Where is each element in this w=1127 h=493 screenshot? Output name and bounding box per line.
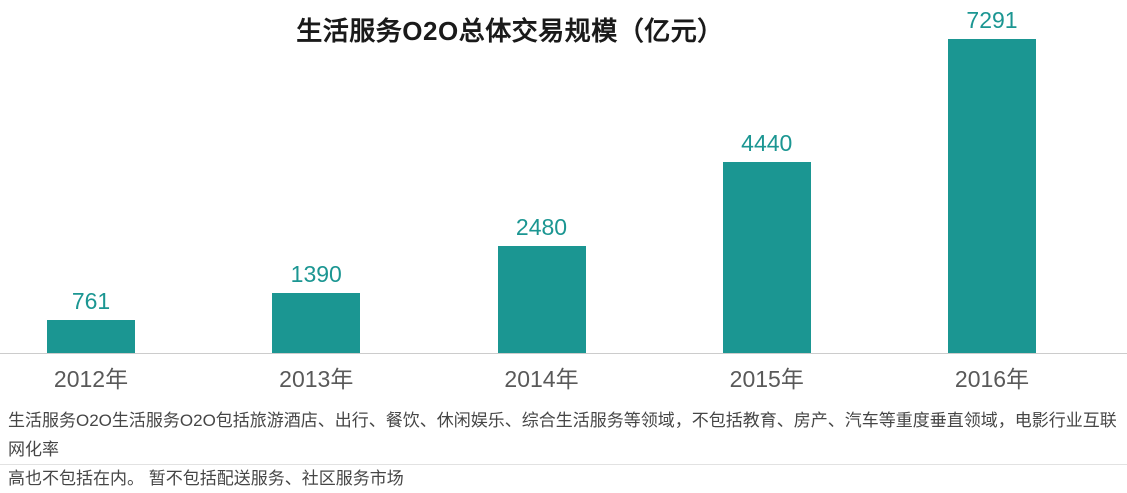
bar <box>497 246 586 353</box>
bar-group: 7291 <box>932 7 1052 353</box>
o2o-transaction-chart: 生活服务O2O总体交易规模（亿元） 761 1390 2480 4440 7291 20… <box>0 7 1127 488</box>
bar-group: 761 <box>31 288 151 353</box>
bar-value-label: 1390 <box>290 261 342 287</box>
x-axis: 2012年 2013年 2014年 2015年 2016年 <box>0 360 1127 394</box>
x-axis-label: 2013年 <box>279 366 354 392</box>
bar <box>272 293 361 353</box>
x-axis-label: 2012年 <box>53 366 129 392</box>
x-axis-label: 2014年 <box>504 366 579 392</box>
x-axis-label: 2015年 <box>729 366 804 392</box>
chart-plot-area: 生活服务O2O总体交易规模（亿元） 761 1390 2480 4440 7291 <box>0 7 1127 354</box>
footnote-line-1: 生活服务O2O生活服务O2O包括旅游酒店、出行、餐饮、休闲娱乐、综合生活服务等领… <box>8 411 1117 459</box>
bar-value-label: 7291 <box>966 7 1018 33</box>
footnote: 生活服务O2O生活服务O2O包括旅游酒店、出行、餐饮、休闲娱乐、综合生活服务等领… <box>8 406 1119 493</box>
bar-value-label: 761 <box>71 288 111 314</box>
bar-group: 1390 <box>256 261 376 353</box>
bar-group: 2480 <box>482 214 602 353</box>
bar <box>47 320 135 353</box>
bar <box>948 39 1036 353</box>
chart-title: 生活服务O2O总体交易规模（亿元） <box>296 16 724 46</box>
bar <box>722 162 811 353</box>
bar-value-label: 4440 <box>741 130 793 156</box>
x-axis-label: 2016年 <box>954 366 1030 392</box>
bar-group: 4440 <box>707 130 827 353</box>
footnote-line-2: 高也不包括在内。 暂不包括配送服务、社区服务市场 <box>8 469 404 488</box>
bar-value-label: 2480 <box>515 214 568 240</box>
